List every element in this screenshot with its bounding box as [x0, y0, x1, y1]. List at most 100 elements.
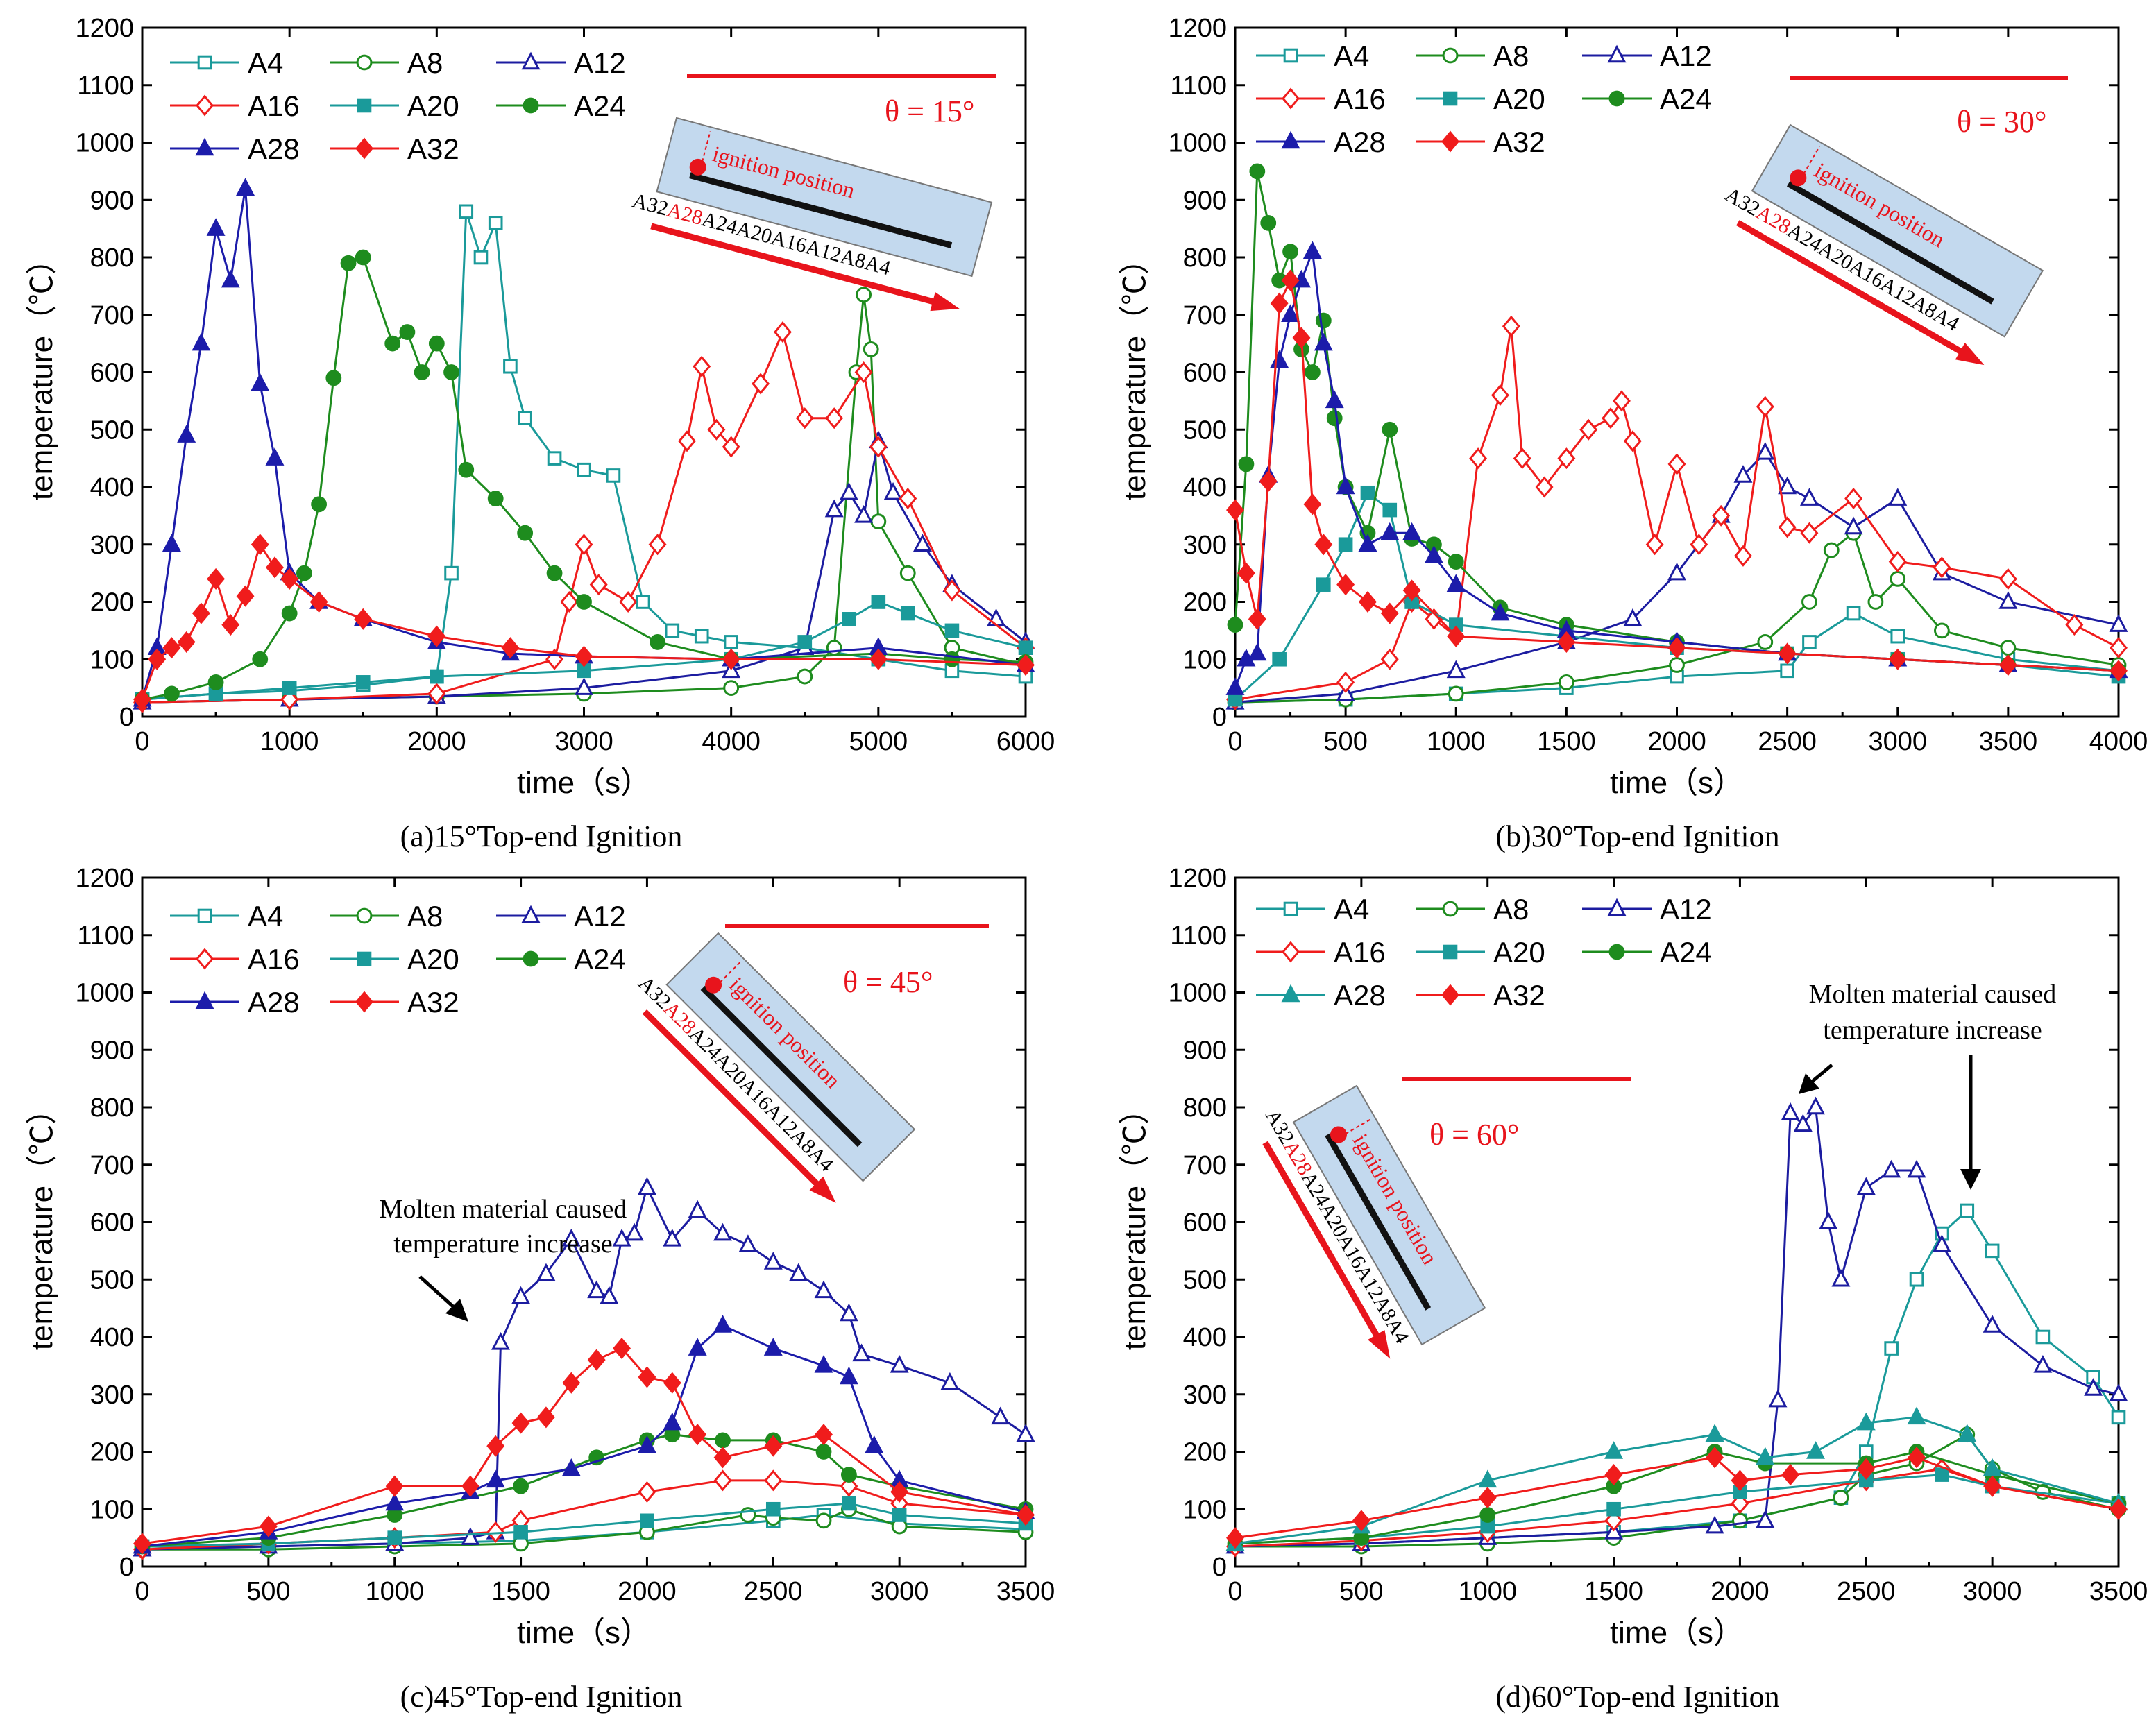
- y-tick-label: 1100: [1170, 921, 1227, 950]
- data-point-a32: [1259, 470, 1278, 493]
- data-point-a8: [1823, 542, 1840, 558]
- data-point-a28: [763, 1338, 783, 1356]
- y-tick-label: 1100: [77, 71, 134, 101]
- data-point-a12: [1768, 1389, 1788, 1408]
- legend-marker-a32: [355, 991, 373, 1013]
- data-point-a12: [575, 677, 593, 695]
- data-point-a28: [206, 218, 226, 236]
- data-point-a16: [1602, 407, 1620, 429]
- data-point-a4: [1846, 606, 1861, 621]
- data-point-a12: [987, 608, 1006, 626]
- data-point-a28: [1402, 522, 1422, 540]
- data-point-a8: [1732, 1512, 1748, 1529]
- x-axis-title: time（s）: [517, 1616, 651, 1650]
- legend-label-a4: A4: [1334, 893, 1369, 926]
- x-tick-label: 2000: [1711, 1577, 1769, 1606]
- x-tick-label: 2500: [1837, 1577, 1896, 1606]
- data-point-a20: [1272, 651, 1287, 667]
- data-point-a24: [513, 1478, 529, 1494]
- y-tick-label: 600: [1183, 1209, 1227, 1238]
- y-tick-label: 500: [1183, 1265, 1227, 1295]
- data-point-a8: [1669, 657, 1685, 673]
- legend-marker-a16: [196, 94, 214, 117]
- ignition-pointer-line: [699, 130, 711, 169]
- data-point-a12: [1705, 1515, 1724, 1534]
- data-point-a28: [1907, 1406, 1926, 1425]
- series-line-a24: [1234, 1450, 2119, 1545]
- y-tick-label: 500: [90, 416, 134, 445]
- legend-label-a24: A24: [1660, 83, 1712, 115]
- data-point-a20: [1228, 692, 1243, 707]
- data-point-a12: [600, 1286, 619, 1304]
- data-point-a28: [713, 1315, 733, 1333]
- annotation-line-2: temperature increase: [1823, 1016, 2042, 1045]
- y-tick-label: 700: [1183, 1151, 1227, 1180]
- data-point-a28: [1358, 534, 1377, 552]
- data-point-a32: [2110, 660, 2128, 682]
- y-tick-label: 1000: [1168, 129, 1227, 158]
- data-point-a32: [1781, 1464, 1800, 1486]
- legend-label-a12: A12: [574, 900, 626, 932]
- data-point-a32: [1998, 654, 2017, 676]
- x-tick-label: 3000: [870, 1577, 929, 1606]
- legend-label-a16: A16: [248, 943, 300, 975]
- legend-label-a12: A12: [574, 46, 626, 79]
- legend-label-a28: A28: [248, 133, 300, 165]
- x-tick-label: 500: [1339, 1577, 1383, 1606]
- flame-spread-arrow-head: [809, 1176, 836, 1203]
- data-point-a32: [511, 1412, 530, 1434]
- data-point-a16: [869, 436, 888, 458]
- x-tick-label: 0: [135, 727, 149, 756]
- x-tick-label: 1000: [365, 1577, 424, 1606]
- plot-frame: [141, 26, 1027, 718]
- data-point-a12: [1856, 1177, 1876, 1195]
- data-point-a32: [1888, 648, 1907, 670]
- x-tick-label: 2500: [1758, 727, 1817, 756]
- y-tick-label: 200: [1183, 1438, 1227, 1467]
- flame-spread-arrow-head: [930, 292, 960, 312]
- data-point-a16: [1380, 648, 1399, 670]
- data-point-a24: [414, 364, 430, 380]
- legend-label-a28: A28: [248, 986, 300, 1018]
- data-point-a8: [1448, 685, 1464, 702]
- y-tick-label: 1000: [1168, 979, 1227, 1008]
- data-point-a16: [1998, 568, 2017, 590]
- data-point-a12: [991, 1406, 1010, 1425]
- legend-marker-a20: [1443, 944, 1458, 960]
- data-point-a16: [1623, 430, 1642, 452]
- data-point-a24: [650, 634, 665, 650]
- data-point-a16: [1756, 395, 1774, 418]
- data-point-a32: [1983, 1475, 2002, 1497]
- data-point-a28: [265, 447, 285, 466]
- annotation-line-1: Molten material caused: [1809, 980, 2057, 1009]
- data-point-a16: [486, 1521, 505, 1543]
- legend-label-a28: A28: [1334, 126, 1386, 158]
- legend-label-a20: A20: [1493, 83, 1545, 115]
- y-tick-label: 0: [1212, 703, 1227, 732]
- data-point-a28: [1248, 642, 1267, 661]
- data-point-a20: [1935, 1467, 1949, 1482]
- y-tick-label: 100: [90, 1495, 134, 1524]
- y-tick-label: 100: [1183, 645, 1227, 674]
- data-point-a12: [854, 505, 874, 523]
- legend-marker-a16: [196, 948, 214, 970]
- data-point-a24: [1249, 163, 1266, 180]
- data-point-a12: [1793, 1114, 1813, 1132]
- data-point-a20: [1338, 537, 1353, 552]
- legend-marker-a4: [197, 55, 212, 70]
- chart-panel-b: 0 100 200 300 400 500 600 700 800 900 1000 1100 1200…: [1118, 14, 2148, 853]
- annotation-line-1: Molten material caused: [380, 1195, 627, 1224]
- data-point-a24: [1315, 312, 1332, 329]
- data-point-a4: [694, 629, 709, 644]
- data-point-a24: [296, 565, 312, 581]
- data-point-a8: [1867, 594, 1884, 610]
- data-point-a16: [752, 373, 770, 395]
- data-point-a4: [665, 623, 680, 638]
- data-point-a16: [1734, 545, 1752, 567]
- data-point-a32: [265, 556, 284, 579]
- data-point-a28: [1958, 1424, 1977, 1442]
- data-point-a12: [1998, 591, 2018, 609]
- data-point-a8: [870, 513, 887, 530]
- data-point-a32: [1380, 602, 1399, 624]
